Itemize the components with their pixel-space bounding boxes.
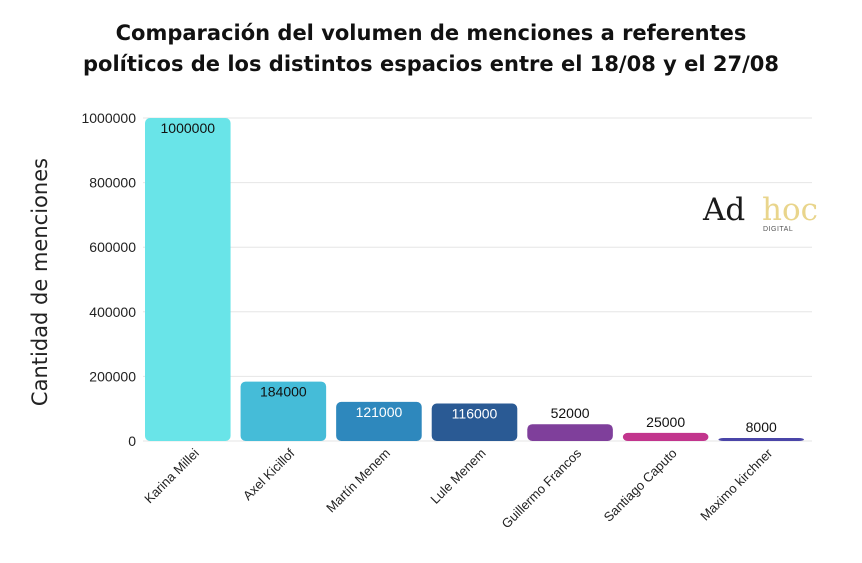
x-tick-label: Martín Menem [323, 446, 393, 516]
y-tick-label: 200000 [89, 368, 136, 384]
chart-title: Comparación del volumen de menciones a r… [0, 18, 862, 80]
data-label: 8000 [746, 419, 777, 435]
logo-text-ad: Ad [703, 192, 746, 228]
x-tick-label: Karina Millei [141, 445, 202, 506]
y-tick-label: 0 [128, 433, 136, 449]
chart-title-line-2: políticos de los distintos espacios entr… [82, 52, 779, 76]
data-label: 121000 [356, 404, 403, 420]
bar [622, 432, 709, 441]
y-tick-label: 600000 [89, 239, 136, 255]
x-tick-label: Lule Menem [427, 446, 488, 507]
bar [431, 403, 518, 441]
y-tick-label: 1000000 [81, 110, 136, 126]
x-tick-label: Santiago Caputo [601, 446, 680, 525]
chart-title-line-1: Comparación del volumen de menciones a r… [115, 21, 747, 45]
bar [240, 381, 327, 441]
y-tick-label: 800000 [89, 175, 136, 191]
adhoc-logo: Ad hoc DIGITAL [703, 192, 833, 240]
data-label: 25000 [646, 414, 685, 430]
x-tick-label: Guillermo Francos [498, 445, 584, 531]
bar [336, 401, 422, 441]
bar [718, 438, 804, 441]
data-label: 116000 [452, 406, 498, 422]
bar [527, 424, 613, 441]
data-label: 52000 [551, 405, 590, 421]
logo-text-hoc: hoc [762, 192, 818, 228]
data-label: 1000000 [161, 120, 216, 136]
data-label: 184000 [260, 384, 307, 400]
logo-subtext: DIGITAL [763, 226, 794, 233]
x-tick-label: Axel Kicillof [240, 445, 298, 503]
bar [145, 118, 231, 441]
x-tick-label: Maximo kirchner [697, 445, 776, 524]
y-tick-label: 400000 [89, 304, 136, 320]
